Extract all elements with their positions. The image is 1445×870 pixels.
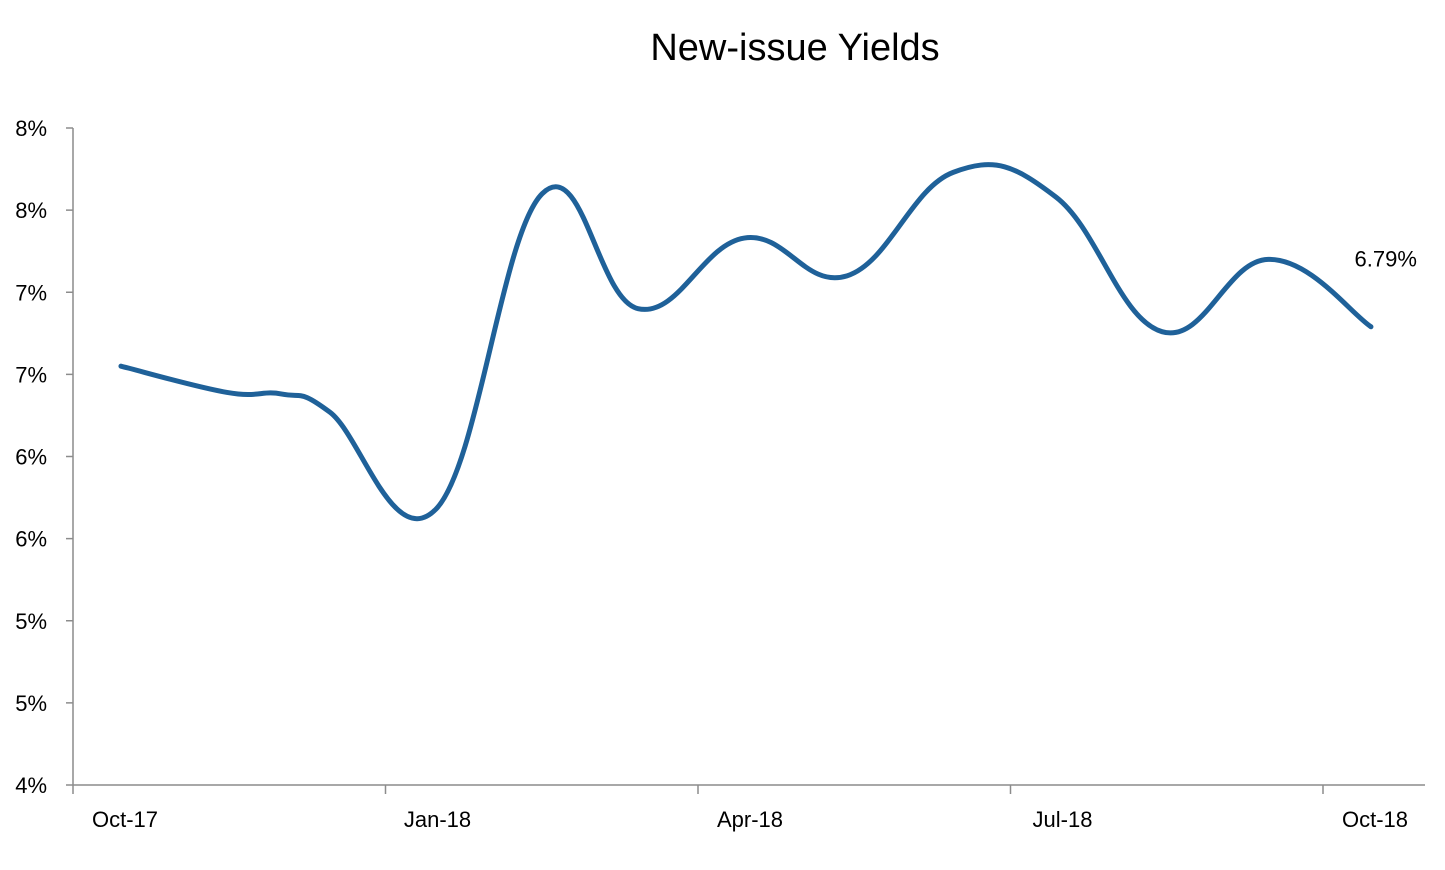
y-tick-label: 7% — [15, 280, 47, 305]
series-line — [118, 162, 1374, 522]
data-point — [844, 273, 850, 279]
data-point — [539, 191, 545, 197]
y-tick-label: 5% — [15, 609, 47, 634]
y-tick-label: 8% — [15, 198, 47, 223]
data-point — [1159, 329, 1165, 335]
label-layer: 6.79% — [1355, 247, 1417, 272]
data-point — [741, 235, 747, 241]
data-point — [279, 391, 285, 397]
data-point — [1368, 324, 1374, 330]
series-layer — [118, 162, 1374, 522]
x-tick-label: Jan-18 — [404, 807, 471, 832]
y-tick-label: 8% — [15, 116, 47, 141]
x-tick-label: Jul-18 — [1033, 807, 1093, 832]
data-point — [1265, 256, 1271, 262]
chart-title: New-issue Yields — [650, 27, 939, 69]
y-tick-label: 4% — [15, 773, 47, 798]
x-tick-label: Apr-18 — [717, 807, 783, 832]
y-tick-label: 6% — [15, 445, 47, 470]
data-point — [635, 306, 641, 312]
x-tick-label: Oct-17 — [92, 807, 158, 832]
data-point — [327, 409, 333, 415]
data-point — [950, 169, 956, 175]
data-point — [1053, 194, 1059, 200]
data-point — [433, 506, 439, 512]
y-tick-label: 6% — [15, 527, 47, 552]
y-tick-label: 5% — [15, 691, 47, 716]
chart-axes: 4% 5% 5% 6% 6% 7% 7% 8% 8% Oct-17 Jan-18 Apr-18 Jul-… — [15, 116, 1425, 832]
y-tick-label: 7% — [15, 362, 47, 387]
data-label-last-value: 6.79% — [1355, 247, 1417, 272]
x-tick-label: Oct-18 — [1342, 807, 1408, 832]
data-point — [118, 363, 124, 369]
data-point — [224, 389, 230, 395]
